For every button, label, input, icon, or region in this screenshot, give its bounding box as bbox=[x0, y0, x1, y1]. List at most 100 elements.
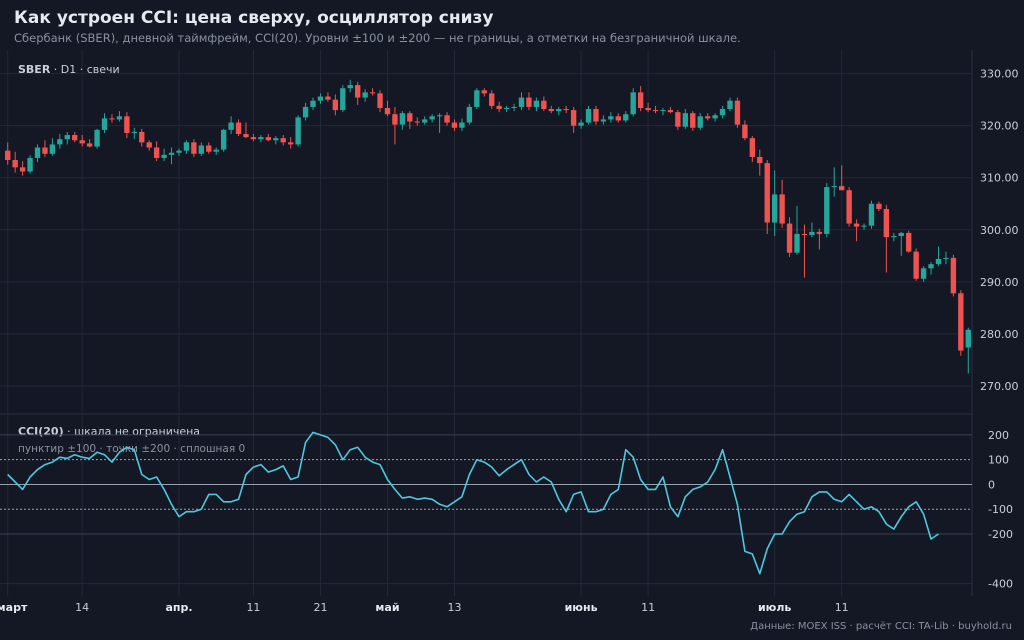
candle bbox=[757, 149, 763, 176]
candle bbox=[786, 217, 793, 257]
candle bbox=[839, 165, 845, 191]
candle bbox=[489, 90, 495, 110]
candle bbox=[392, 106, 398, 145]
cci-panel: CCI(20) · шкала не ограничена пунктир ±1… bbox=[0, 425, 1013, 591]
candle bbox=[347, 79, 353, 93]
candle bbox=[503, 105, 510, 113]
candle bbox=[570, 106, 577, 133]
candle-body bbox=[548, 109, 554, 112]
candle bbox=[265, 134, 272, 142]
candle bbox=[697, 113, 703, 130]
candle-body bbox=[139, 131, 145, 143]
candle-body bbox=[243, 134, 249, 138]
candle-body bbox=[64, 135, 70, 140]
candle-body bbox=[898, 232, 904, 237]
candle-body bbox=[511, 106, 517, 108]
candle-body bbox=[958, 293, 964, 351]
price-y-tick-label: 320.00 bbox=[980, 120, 1019, 133]
candle bbox=[913, 248, 919, 281]
candle-body bbox=[950, 257, 957, 294]
candle-body bbox=[377, 93, 383, 108]
candle bbox=[667, 106, 674, 114]
candle bbox=[235, 119, 242, 137]
candle-body bbox=[690, 113, 696, 128]
candle-body bbox=[280, 138, 286, 143]
candle bbox=[12, 151, 18, 173]
candle bbox=[652, 105, 659, 114]
candle-body bbox=[824, 187, 830, 234]
candle bbox=[891, 232, 897, 242]
candle-body bbox=[630, 92, 636, 115]
candle-body bbox=[712, 115, 718, 119]
candle-body bbox=[362, 92, 368, 98]
candle-body bbox=[771, 194, 778, 223]
cci-panel-label-rest: · шкала не ограничена bbox=[64, 425, 200, 438]
candle-body bbox=[220, 129, 227, 150]
candle bbox=[719, 105, 726, 119]
candle bbox=[928, 262, 934, 275]
candle-body bbox=[79, 140, 85, 144]
candle bbox=[541, 96, 547, 112]
candle-body bbox=[265, 137, 272, 141]
candle bbox=[556, 106, 562, 116]
candle bbox=[183, 140, 190, 154]
cci-panel-label: CCI(20) · шкала не ограничена bbox=[18, 425, 200, 438]
candle bbox=[414, 117, 420, 126]
candle-body bbox=[906, 232, 912, 252]
candle bbox=[198, 142, 205, 156]
candle bbox=[526, 92, 532, 111]
candle-body bbox=[704, 116, 711, 119]
candle bbox=[824, 182, 830, 238]
candle bbox=[116, 111, 123, 122]
candle bbox=[399, 111, 406, 130]
candle-body bbox=[5, 150, 11, 161]
candle bbox=[384, 100, 391, 117]
candle bbox=[5, 142, 11, 165]
candle-body bbox=[206, 145, 212, 152]
candle bbox=[466, 103, 473, 125]
candle bbox=[131, 127, 137, 140]
candle-body bbox=[414, 121, 420, 123]
candle bbox=[675, 110, 681, 130]
cci-y-tick-label: 200 bbox=[988, 429, 1009, 442]
x-axis: март 14 апр. 11 21 май 13 июнь 11 июль 11 bbox=[0, 601, 849, 614]
x-tick-label: март bbox=[0, 601, 28, 614]
candle-body bbox=[146, 142, 152, 148]
cci-y-tick-label: -200 bbox=[988, 528, 1013, 541]
candle-body bbox=[392, 114, 398, 125]
candle-body bbox=[325, 96, 331, 100]
candle-body bbox=[481, 90, 487, 94]
candle-body bbox=[332, 99, 339, 111]
candle bbox=[831, 167, 837, 197]
candle-body bbox=[556, 109, 562, 112]
candle bbox=[34, 144, 41, 163]
candle-body bbox=[444, 115, 450, 123]
candle-body bbox=[474, 90, 480, 107]
candle bbox=[861, 223, 867, 230]
candle bbox=[287, 137, 294, 149]
candle bbox=[965, 327, 971, 374]
candle bbox=[496, 101, 502, 113]
candle bbox=[280, 135, 286, 146]
candle-body bbox=[585, 109, 592, 123]
candle bbox=[764, 160, 770, 234]
candle-body bbox=[839, 186, 845, 191]
candle-body bbox=[49, 144, 56, 154]
candle-body bbox=[742, 124, 748, 139]
candle-body bbox=[429, 116, 435, 120]
candle-body bbox=[124, 116, 130, 133]
candle-body bbox=[868, 203, 875, 226]
candle-body bbox=[965, 329, 971, 348]
candle bbox=[109, 114, 115, 123]
candle-body bbox=[660, 110, 666, 112]
candle bbox=[176, 148, 182, 156]
candle bbox=[191, 139, 197, 157]
candle-body bbox=[794, 233, 800, 253]
candle-body bbox=[183, 142, 190, 151]
candle-body bbox=[34, 147, 41, 158]
candle-body bbox=[451, 122, 458, 128]
candle-body bbox=[518, 97, 525, 107]
candle-body bbox=[317, 96, 324, 101]
candle bbox=[548, 105, 554, 114]
candle-body bbox=[853, 223, 860, 227]
